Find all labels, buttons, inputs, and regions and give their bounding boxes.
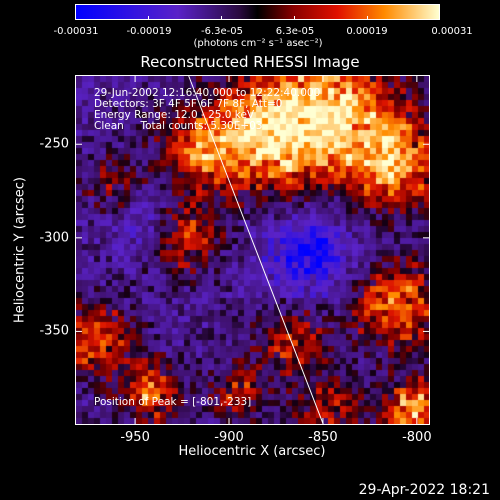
colorbar-tick-label: -6.3e-05 — [201, 26, 243, 37]
chart-title: Reconstructed RHESSI Image — [140, 53, 360, 71]
info-energy-range: Energy Range: 12.0 - 25.0 keV — [94, 109, 255, 121]
y-axis-title: Heliocentric Y (arcsec) — [12, 177, 28, 323]
colorbar-tick — [221, 16, 222, 20]
colorbar-tick-label: -0.00019 — [126, 26, 172, 37]
y-tick-label: -350 — [39, 323, 69, 339]
y-tick-label: -250 — [39, 136, 69, 152]
colorbar — [75, 4, 440, 20]
x-tick-label: -800 — [402, 430, 432, 445]
heatmap-image — [76, 76, 429, 424]
info-time-range: 29-Jun-2002 12:16:40.000 to 12:22:40.000 — [94, 87, 321, 99]
info-detectors: Detectors: 3F 4F 5F 6F 7F 8F, Att=0 — [94, 98, 283, 110]
colorbar-tick — [367, 16, 368, 20]
y-tick-label: -300 — [39, 230, 69, 246]
colorbar-tick-label: 6.3e-05 — [275, 26, 315, 37]
footer-timestamp: 29-Apr-2022 18:21 — [358, 482, 490, 498]
info-peak-position: Position of Peak = [-801,-233] — [94, 396, 252, 408]
colorbar-units: (photons cm⁻² s⁻¹ asec⁻²) — [193, 38, 323, 49]
colorbar-tick — [75, 16, 76, 20]
colorbar-tick — [148, 16, 149, 20]
colorbar-tick-label: 0.00031 — [431, 26, 473, 37]
x-tick-label: -900 — [214, 430, 244, 445]
colorbar-tick-label: -0.00031 — [53, 26, 99, 37]
colorbar-tick — [294, 16, 295, 20]
colorbar-tick — [439, 16, 440, 20]
solar-limb-line — [188, 76, 324, 424]
plot-overlay — [188, 76, 324, 424]
info-clean-counts: Clean Total counts: 5.30E+03 — [94, 120, 263, 132]
x-tick-label: -950 — [120, 430, 150, 445]
x-tick-label: -850 — [308, 430, 338, 445]
plot-area[interactable]: 29-Jun-2002 12:16:40.000 to 12:22:40.000… — [75, 75, 430, 425]
x-axis-title: Heliocentric X (arcsec) — [178, 444, 326, 459]
colorbar-tick-label: 0.00019 — [346, 26, 388, 37]
